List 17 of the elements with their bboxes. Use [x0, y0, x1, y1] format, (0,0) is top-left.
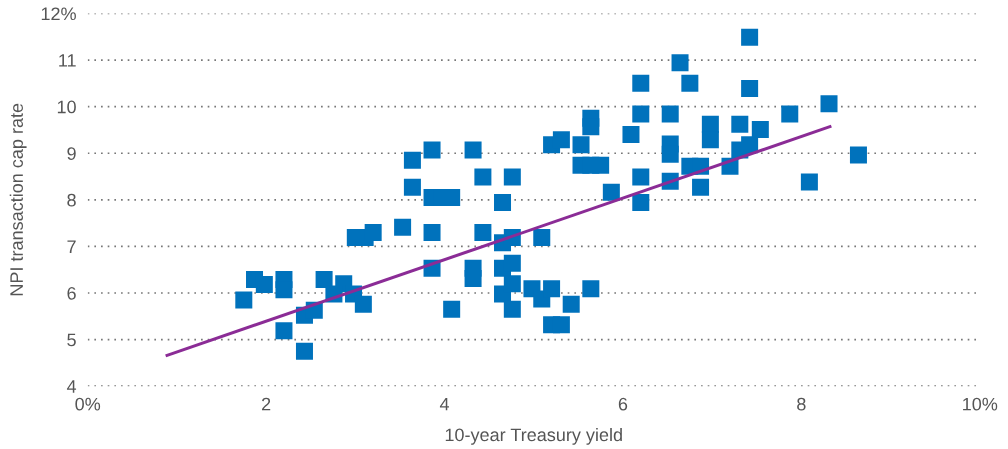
- y-tick-label: 7: [67, 240, 76, 253]
- y-axis-title: NPI transaction cap rate: [9, 103, 27, 296]
- y-tick-label: 10: [57, 100, 76, 114]
- x-tick-label: 2: [262, 397, 271, 411]
- y-tick-label: 12%: [41, 7, 76, 21]
- x-axis-title: 10-year Treasury yield: [445, 427, 622, 445]
- x-tick-label: 0%: [75, 397, 101, 411]
- y-tick-label: 6: [67, 286, 76, 300]
- y-tick-label: 9: [67, 147, 76, 160]
- x-tick-label: 8: [797, 397, 806, 411]
- x-tick-label: 6: [618, 397, 628, 411]
- y-tick-label: 11: [59, 54, 76, 67]
- x-tick-label: 4: [439, 397, 450, 411]
- x-tick-label: 10%: [963, 397, 998, 411]
- y-tick-label: 8: [67, 193, 76, 207]
- y-tick-label: 4: [66, 380, 77, 393]
- y-tick-label: 5: [67, 333, 76, 347]
